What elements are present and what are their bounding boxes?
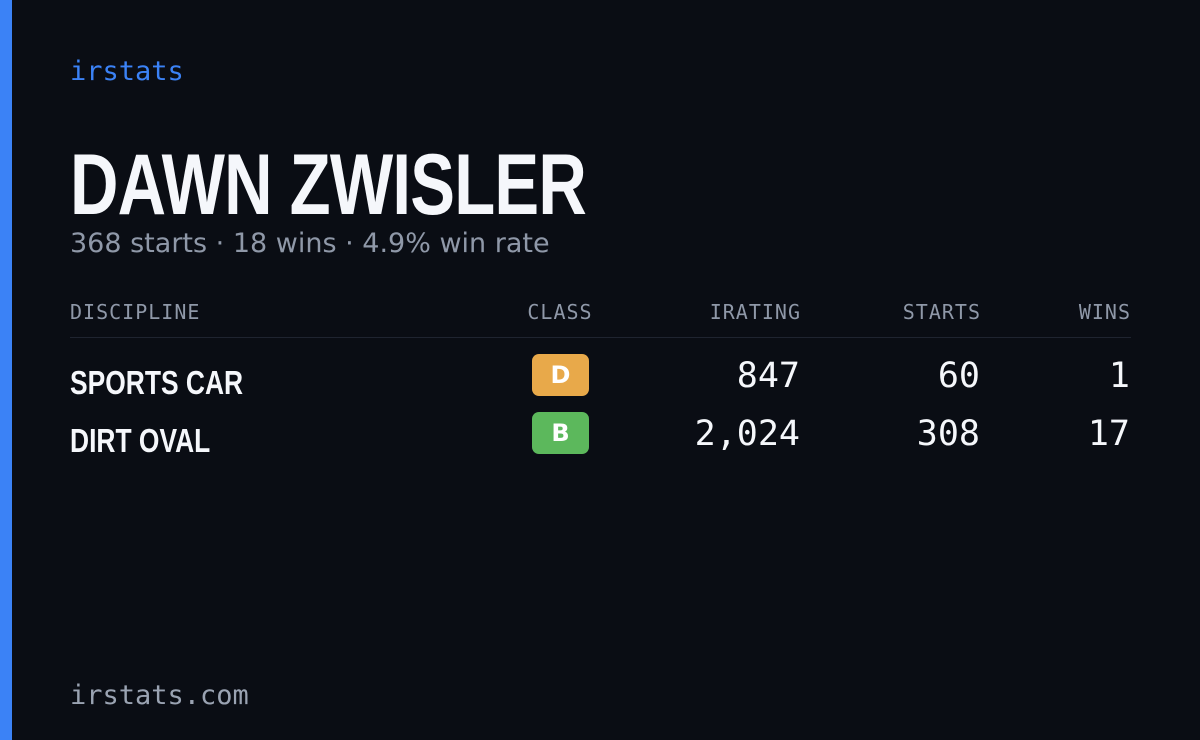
irating: 847 (736, 356, 800, 396)
discipline: SPORTS CAR (70, 364, 244, 401)
discipline: DIRT OVAL (70, 422, 211, 459)
starts: 60 (937, 356, 980, 396)
column-header: IRATING (709, 300, 801, 324)
brand: irstats (70, 56, 184, 87)
column-header: CLASS (527, 300, 593, 324)
driver-name: DAWN ZWISLER (70, 137, 587, 233)
column-header: WINS (1078, 300, 1131, 324)
class-badge: D (532, 354, 589, 396)
class-badge: B (532, 412, 589, 454)
irating: 2,024 (694, 414, 800, 454)
accent-bar (0, 0, 12, 740)
starts: 308 (916, 414, 980, 454)
footer-site: irstats.com (70, 680, 249, 711)
summary: 368 starts · 18 wins · 4.9% win rate (70, 228, 550, 259)
wins: 1 (1108, 356, 1130, 396)
divider (70, 337, 1131, 338)
column-header: DISCIPLINE (70, 300, 201, 324)
wins: 17 (1087, 414, 1130, 454)
column-header: STARTS (902, 300, 981, 324)
